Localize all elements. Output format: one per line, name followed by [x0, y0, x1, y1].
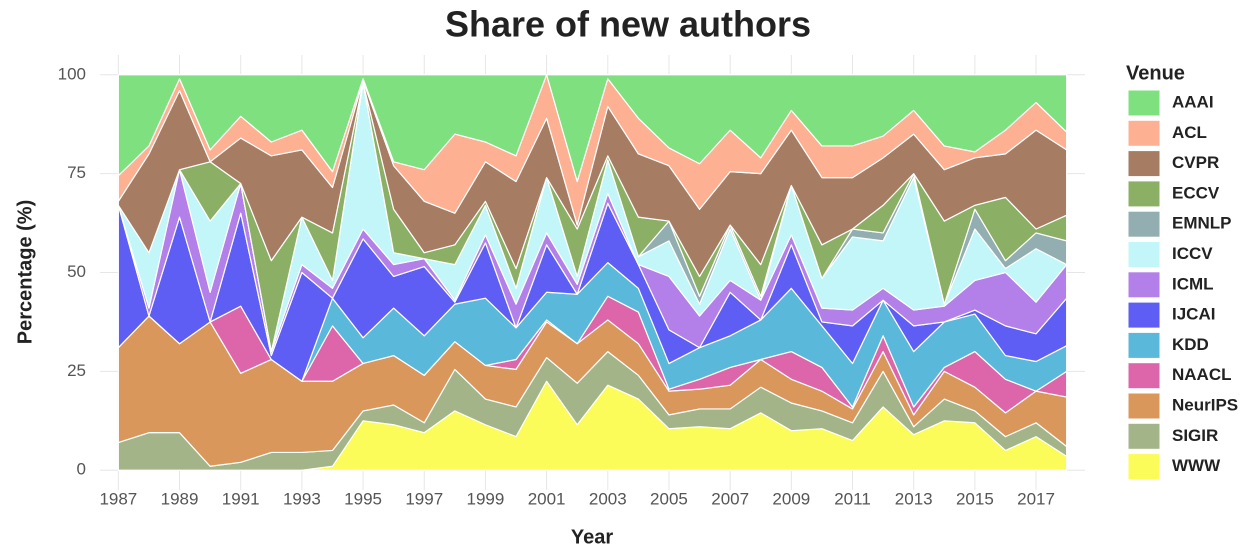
legend-swatch	[1127, 331, 1161, 359]
x-tick-label: 1997	[405, 489, 443, 508]
legend-swatch	[1127, 150, 1161, 178]
legend-swatch	[1127, 453, 1161, 481]
legend-swatch	[1127, 271, 1161, 299]
legend-label: KDD	[1172, 335, 1209, 354]
legend-label: ACL	[1172, 123, 1207, 142]
x-tick-label: 2003	[589, 489, 627, 508]
x-tick-label: 2013	[895, 489, 933, 508]
x-tick-label: 1989	[161, 489, 199, 508]
y-axis-label: Percentage (%)	[14, 200, 36, 345]
legend-swatch	[1127, 301, 1161, 329]
x-tick-label: 1995	[344, 489, 382, 508]
x-tick-label: 2005	[650, 489, 688, 508]
legend-swatch	[1127, 210, 1161, 238]
y-tick-label: 75	[67, 163, 86, 182]
y-tick-label: 50	[67, 262, 86, 281]
legend-label: ECCV	[1172, 183, 1220, 202]
area	[117, 74, 1068, 183]
y-tick-label: 100	[58, 64, 86, 83]
legend-label: ICML	[1172, 274, 1214, 293]
legend-swatch	[1127, 180, 1161, 208]
x-tick-label: 2001	[528, 489, 566, 508]
legend-label: EMNLP	[1172, 214, 1232, 233]
x-axis-label: Year	[571, 526, 613, 548]
legend-swatch	[1127, 362, 1161, 390]
legend-label: AAAI	[1172, 92, 1214, 111]
legend-title: Venue	[1126, 62, 1185, 84]
legend-label: NAACL	[1172, 365, 1232, 384]
legend-label: WWW	[1172, 456, 1221, 475]
legend-swatch	[1127, 119, 1161, 147]
x-tick-label: 2017	[1017, 489, 1055, 508]
x-tick-label: 1987	[99, 489, 137, 508]
x-tick-label: 2011	[834, 489, 871, 508]
y-tick-label: 0	[77, 460, 86, 479]
legend-swatch	[1127, 89, 1161, 117]
legend-swatch	[1127, 392, 1161, 420]
x-tick-label: 2009	[772, 489, 810, 508]
legend-swatch	[1127, 422, 1161, 450]
legend-label: NeurIPS	[1172, 395, 1238, 414]
legend-label: CVPR	[1172, 153, 1219, 172]
x-tick-label: 2007	[711, 489, 749, 508]
x-tick-label: 1993	[283, 489, 321, 508]
chart-title: Share of new authors	[445, 4, 811, 45]
legend-swatch	[1127, 241, 1161, 268]
y-tick-label: 25	[67, 361, 86, 380]
x-tick-label: 1999	[467, 489, 505, 508]
legend-label: ICCV	[1172, 244, 1213, 263]
x-tick-label: 1991	[222, 489, 260, 508]
legend-label: SIGIR	[1172, 426, 1218, 445]
x-tick-label: 2015	[956, 489, 994, 508]
legend-label: IJCAI	[1172, 305, 1215, 324]
